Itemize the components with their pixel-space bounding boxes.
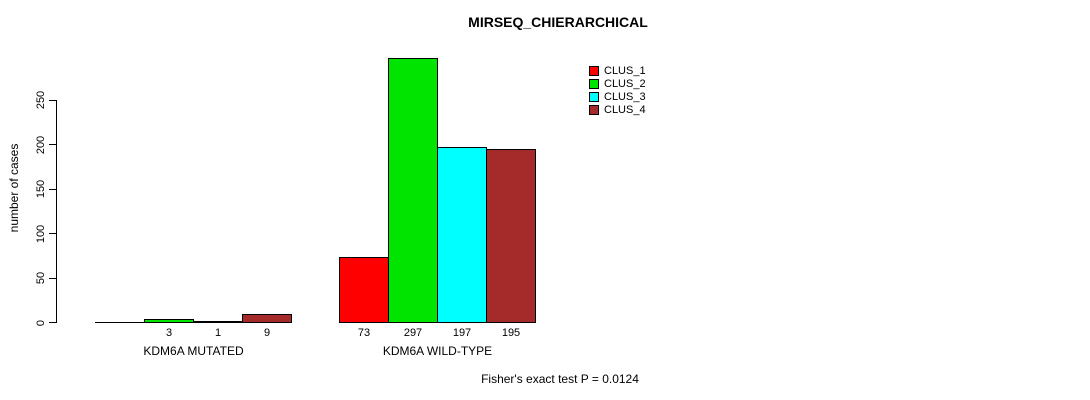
bar [437,146,487,323]
y-tick [49,233,56,235]
legend-swatch [589,79,599,89]
y-tick-label: 100 [35,224,47,243]
bar [486,148,536,323]
y-tick [49,144,56,146]
y-tick-label: 250 [35,90,47,110]
bar [388,57,438,323]
pvalue-annotation: Fisher's exact test P = 0.0124 [481,372,639,386]
legend-label: CLUS_2 [604,78,646,90]
legend-item: CLUS_4 [589,104,646,116]
bar-value-label: 297 [403,327,423,339]
y-tick-label: 200 [35,135,47,154]
y-tick [49,188,56,190]
legend-swatch [589,66,599,76]
bar-value-label: 73 [357,327,371,339]
legend-item: CLUS_1 [589,65,646,77]
y-axis-label: number of cases [7,143,21,233]
y-tick [49,322,56,323]
bar-value-label: 195 [501,327,521,339]
legend: CLUS_1 CLUS_2 CLUS_3 CLUS_4 [589,66,646,118]
y-tick-label: 0 [35,319,47,326]
y-tick [49,99,56,101]
chart-title: MIRSEQ_CHIERARCHICAL [468,14,648,30]
bar-value-label: 9 [263,327,271,339]
legend-label: CLUS_4 [604,104,646,116]
x-group-label: KDM6A MUTATED [143,344,244,358]
legend-label: CLUS_1 [604,65,646,77]
legend-swatch [589,105,599,115]
legend-item: CLUS_3 [589,91,646,103]
bar-value-label: 197 [452,327,472,339]
bar-value-label: 1 [214,327,222,339]
y-tick-label: 150 [35,179,47,199]
bar [193,320,243,323]
bar [339,257,389,323]
legend-label: CLUS_3 [604,91,646,103]
bar-value-label: 3 [165,327,173,339]
legend-swatch [589,92,599,102]
y-tick-label: 50 [35,271,47,285]
y-tick [49,277,56,279]
legend-item: CLUS_2 [589,78,646,90]
bar [242,313,292,323]
bar [144,319,194,323]
x-group-label: KDM6A WILD-TYPE [382,344,493,358]
y-axis-line [56,99,57,323]
